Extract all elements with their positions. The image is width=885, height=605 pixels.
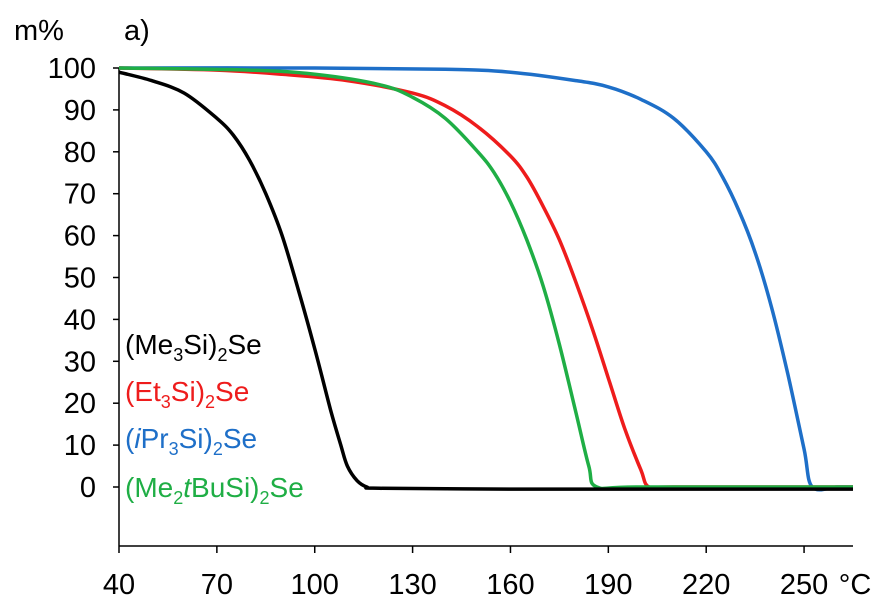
legend-label-part: 2 — [260, 488, 270, 508]
legend-entry-1: (Et3Si)2Se — [125, 376, 249, 412]
y-tick-label: 90 — [64, 95, 96, 127]
legend-label-part: 3 — [161, 392, 171, 412]
legend: (Me3Si)2Se(Et3Si)2Se(iPr3Si)2Se(Me2tBuSi… — [125, 329, 304, 508]
x-tick-labels: 40 70 100 130 160 190 220 250 °C — [103, 546, 871, 601]
legend-label-part: Se — [270, 472, 304, 503]
legend-label-part: Si) — [171, 376, 205, 407]
y-tick-label: 80 — [64, 137, 96, 169]
legend-label-part: Pr — [141, 423, 169, 454]
legend-label-part: 2 — [213, 439, 223, 459]
series-line-0 — [118, 70, 853, 491]
x-tick-label: 160 — [486, 569, 534, 601]
y-tick-label: 0 — [80, 472, 96, 504]
y-tick-label: 60 — [64, 221, 96, 253]
legend-label-part: Se — [223, 423, 257, 454]
legend-label-part: 2 — [217, 345, 227, 365]
legend-label-part: (Me — [125, 472, 173, 503]
x-tick-label: 100 — [291, 569, 339, 601]
legend-entry-0: (Me3Si)2Se — [125, 329, 262, 365]
x-unit-label: °C — [839, 569, 872, 601]
legend-label-part: 2 — [173, 488, 183, 508]
x-tick-label: 190 — [584, 569, 632, 601]
legend-label-part: Si) — [179, 423, 213, 454]
y-tick-label: 10 — [64, 430, 96, 462]
legend-label-part: ( — [125, 423, 135, 454]
y-axis-label: m% — [14, 15, 64, 47]
y-tick-labels: 0 10 20 30 40 50 60 70 80 90 100 — [48, 53, 119, 504]
legend-label-part: t — [183, 472, 192, 503]
y-tick-label: 40 — [64, 304, 96, 336]
legend-label-part: Se — [228, 329, 262, 360]
x-tick-label: 250 — [780, 569, 828, 601]
series-line-1 — [118, 66, 854, 490]
legend-label-part: Si) — [183, 329, 217, 360]
series-line-3 — [118, 66, 854, 491]
legend-entry-3: (Me2tBuSi)2Se — [125, 472, 304, 508]
x-tick-label: 130 — [388, 569, 436, 601]
legend-label-part: (Me — [125, 329, 173, 360]
legend-label-part: 3 — [169, 439, 179, 459]
legend-label-part: (Et — [125, 376, 161, 407]
y-tick-label: 50 — [64, 263, 96, 295]
x-tick-label: 70 — [201, 569, 233, 601]
y-tick-label: 70 — [64, 179, 96, 211]
legend-label-part: BuSi) — [191, 472, 259, 503]
legend-label-part: 3 — [173, 345, 183, 365]
x-tick-label: 220 — [682, 569, 730, 601]
y-tick-label: 20 — [64, 388, 96, 420]
y-tick-label: 30 — [64, 346, 96, 378]
series-lines — [118, 66, 854, 492]
axes — [118, 68, 853, 547]
panel-label: a) — [124, 15, 150, 47]
series-line-2 — [118, 66, 854, 492]
legend-entry-2: (iPr3Si)2Se — [125, 423, 257, 459]
legend-label-part: Se — [215, 376, 249, 407]
legend-label-part: 2 — [205, 392, 215, 412]
x-tick-label: 40 — [103, 569, 135, 601]
legend-label-part: i — [134, 423, 141, 454]
y-tick-label: 100 — [48, 53, 96, 85]
